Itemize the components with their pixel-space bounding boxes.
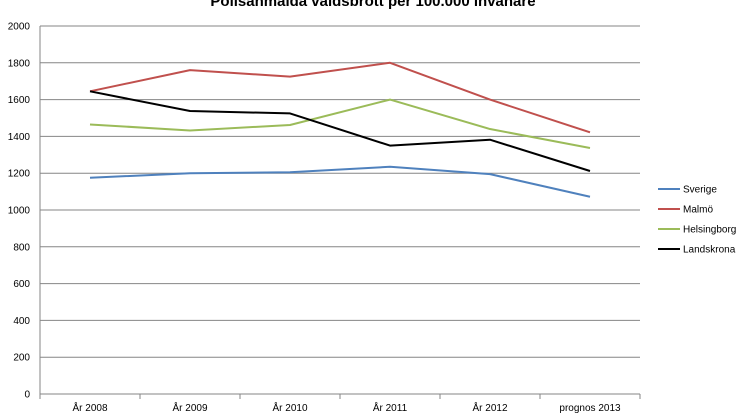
y-tick-label: 1400 [8, 132, 31, 143]
y-tick-label: 1200 [8, 169, 31, 180]
y-tick-label: 200 [13, 353, 30, 364]
series-line-helsingborg [89, 98, 591, 149]
y-tick-label: 400 [13, 316, 30, 327]
series-line-landskrona [89, 90, 591, 172]
y-tick-label: 1600 [8, 95, 31, 106]
y-tick-label: 1800 [8, 58, 31, 69]
x-tick-label: År 2012 [472, 401, 507, 414]
x-tick-label: År 2010 [272, 401, 307, 414]
series-line-sverige [89, 165, 591, 198]
x-tick-label: År 2009 [172, 401, 207, 414]
y-tick-label: 800 [13, 242, 30, 253]
x-tick-label: År 2008 [72, 401, 107, 414]
legend-label: Helsingborg [683, 225, 736, 236]
x-tick-label: prognos 2013 [559, 403, 621, 414]
y-tick-label: 600 [13, 279, 30, 290]
y-tick-label: 1000 [8, 206, 31, 217]
legend-label: Malmö [683, 205, 713, 216]
legend-label: Landskrona [683, 245, 736, 256]
y-tick-label: 2000 [8, 22, 31, 33]
chart-title: Polisanmälda våldsbrott per 100.000 invå… [210, 0, 536, 10]
series-line-malmo [89, 61, 591, 134]
x-tick-label: År 2011 [373, 401, 408, 414]
legend-label: Sverige [683, 185, 717, 196]
y-tick-label: 0 [24, 390, 30, 401]
